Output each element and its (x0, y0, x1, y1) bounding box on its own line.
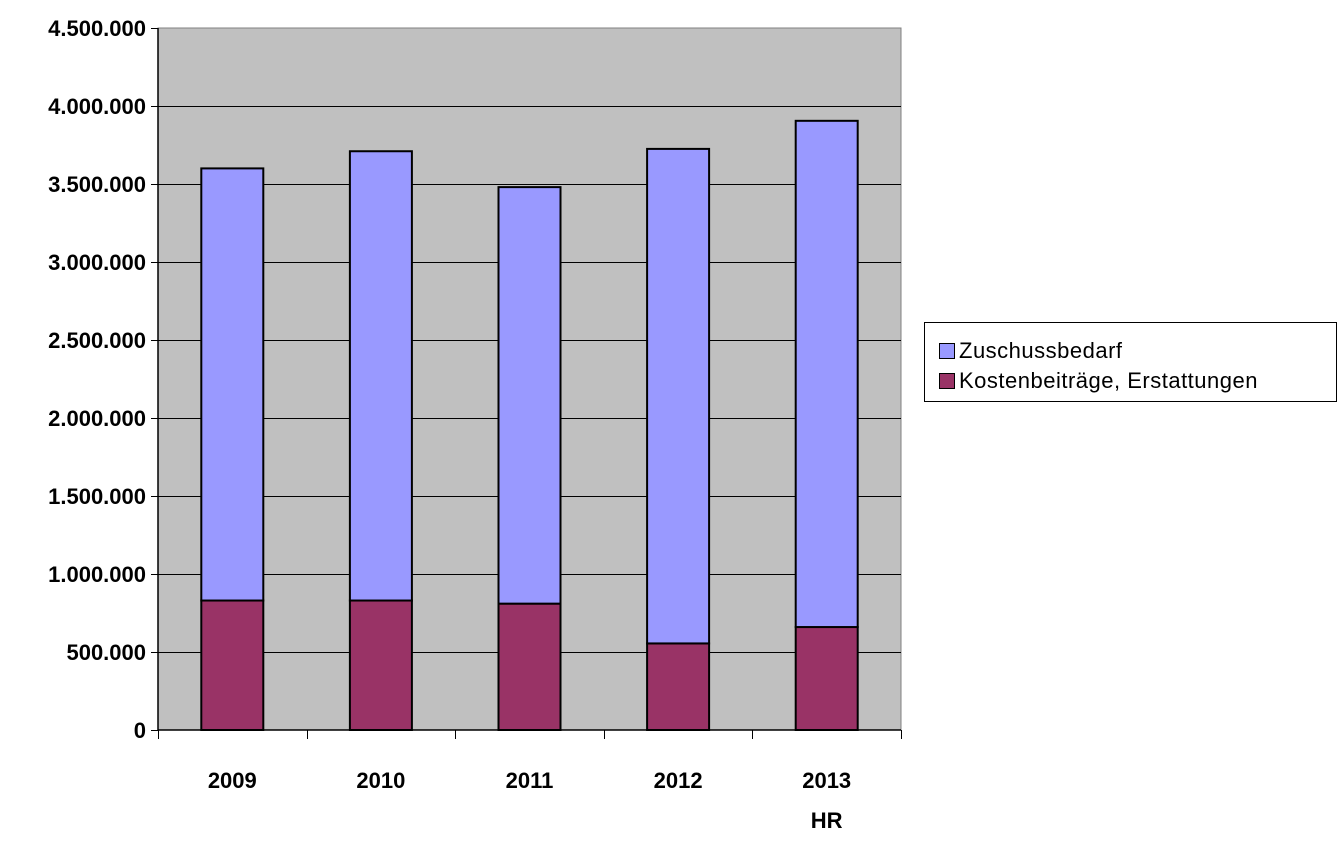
legend-label-zuschussbedarf: Zuschussbedarf (959, 338, 1123, 363)
x-tick-label: 2010 (356, 768, 405, 793)
y-tick-label: 3.500.000 (48, 172, 146, 197)
bar-segment-kostenbeitraege-2012 (646, 642, 711, 731)
x-tick-label: 2011 (506, 768, 554, 793)
y-tick-label: 2.000.000 (48, 406, 146, 431)
x-axis-tick-labels: 2009 2010 2011 2012 2013 HR (208, 768, 851, 833)
bars (200, 119, 859, 732)
y-tick-label: 4.500.000 (48, 16, 146, 41)
bar-segment-zuschussbedarf-2010 (348, 150, 413, 602)
legend-swatch-kostenbeitraege (939, 373, 955, 389)
legend: Zuschussbedarf Kostenbeiträge, Erstattun… (924, 322, 1337, 402)
bar-segment-kostenbeitraege-2009 (200, 599, 265, 732)
bar-segment-kostenbeitraege-2013 (794, 626, 859, 731)
legend-swatch-zuschussbedarf (939, 343, 955, 359)
legend-item-kostenbeitraege: Kostenbeiträge, Erstattungen (939, 368, 1258, 394)
y-tick-label: 1.000.000 (48, 562, 146, 587)
axes (151, 28, 902, 739)
x-tick-label: HR (811, 808, 843, 833)
legend-label-kostenbeitraege: Kostenbeiträge, Erstattungen (959, 368, 1258, 393)
bar-segment-kostenbeitraege-2011 (497, 602, 562, 732)
bar-segment-zuschussbedarf-2009 (200, 167, 265, 602)
y-tick-label: 0 (134, 718, 146, 743)
y-tick-label: 1.500.000 (48, 484, 146, 509)
bar-segment-zuschussbedarf-2013 (794, 119, 859, 629)
bar-segment-zuschussbedarf-2012 (646, 147, 711, 645)
legend-item-zuschussbedarf: Zuschussbedarf (939, 338, 1123, 364)
y-tick-label: 4.000.000 (48, 94, 146, 119)
y-axis-tick-labels: 0 500.000 1.000.000 1.500.000 2.000.000 2.500… (48, 16, 146, 743)
bar-segment-kostenbeitraege-2010 (348, 599, 413, 732)
bar-segment-zuschussbedarf-2011 (497, 186, 562, 605)
y-tick-label: 500.000 (66, 640, 146, 665)
x-tick-label: 2009 (208, 768, 257, 793)
x-tick-label: 2012 (654, 768, 703, 793)
y-tick-label: 3.000.000 (48, 250, 146, 275)
x-tick-label: 2013 (802, 768, 851, 793)
y-tick-label: 2.500.000 (48, 328, 146, 353)
